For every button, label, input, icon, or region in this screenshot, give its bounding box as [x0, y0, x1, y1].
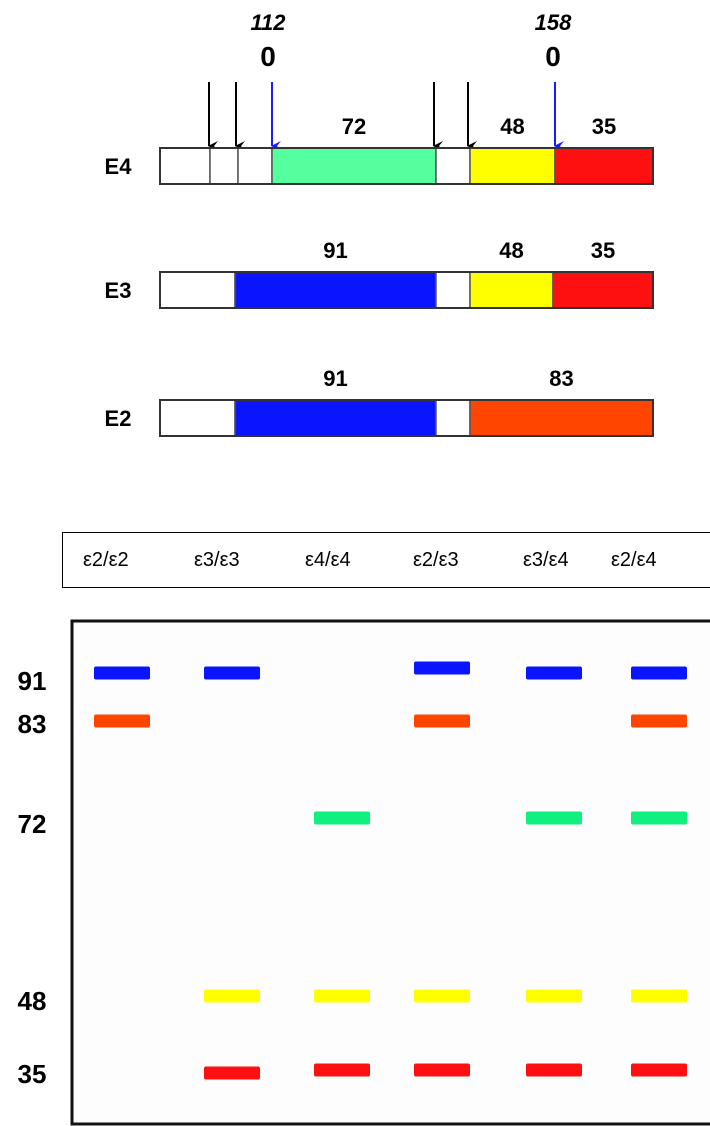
fragment-segment — [209, 147, 239, 185]
allele-row-e2: E2 91 83 — [105, 366, 654, 437]
allele-name: E2 — [105, 406, 132, 431]
gel-band-lane5-72 — [526, 811, 582, 825]
gel-band-lane5-35 — [526, 1063, 582, 1077]
gel-band-lane2-48 — [204, 989, 260, 1003]
fragment-segment — [435, 271, 471, 309]
gel-band-lane3-35 — [314, 1063, 370, 1077]
gel-band-lane4-83 — [414, 714, 470, 728]
site-158-label: 158 — [535, 10, 572, 35]
fragment-segment — [469, 399, 654, 437]
size-label-35: 35 — [18, 1059, 47, 1089]
gel-band-lane2-35 — [204, 1066, 260, 1080]
fragment-label: 35 — [592, 114, 616, 139]
fragment-segment — [554, 147, 654, 185]
site-112-label: 112 — [250, 10, 286, 35]
fragment-segment — [234, 271, 437, 309]
fragment-label: 72 — [342, 114, 366, 139]
allele-bar-outline — [159, 271, 654, 309]
size-label-91: 91 — [18, 666, 47, 696]
gel-band-lane2-91 — [204, 666, 260, 680]
size-label-72: 72 — [18, 809, 47, 839]
fragment-segment — [234, 399, 437, 437]
fragment-segment — [469, 271, 554, 309]
fragment-label: 35 — [591, 238, 615, 263]
allele-name: E3 — [105, 278, 132, 303]
fragment-label: 91 — [323, 238, 347, 263]
fragment-label: 48 — [499, 238, 523, 263]
allele-bar-outline — [159, 147, 654, 185]
gel-band-lane1-91 — [94, 666, 150, 680]
fragment-segment — [271, 147, 437, 185]
allele-bar-outline — [159, 399, 654, 437]
gel-band-lane4-48 — [414, 989, 470, 1003]
gel-band-lane4-35 — [414, 1063, 470, 1077]
site-158-glyph: 0 — [545, 41, 561, 72]
genotype-label: ε2/ε2 — [83, 549, 129, 571]
fragment-segment — [552, 271, 654, 309]
fragment-segment — [159, 399, 236, 437]
gel-band-lane6-48 — [631, 989, 687, 1003]
size-label-83: 83 — [18, 709, 47, 739]
fragment-segment — [159, 147, 211, 185]
allele-maps: E4 72 48 35 E3 91 48 35 E2 91 83 — [105, 114, 654, 437]
size-label-48: 48 — [18, 986, 47, 1016]
gel-band-lane6-35 — [631, 1063, 687, 1077]
genotype-label: ε2/ε4 — [611, 549, 657, 571]
fragment-segment — [435, 399, 471, 437]
allele-row-e4: E4 72 48 35 — [105, 114, 654, 185]
gel-band-lane5-91 — [526, 666, 582, 680]
fragment-segment — [237, 147, 273, 185]
gel-size-labels: 91 83 72 48 35 — [18, 666, 47, 1089]
site-112-glyph: 0 — [260, 41, 276, 72]
gel-band-lane6-83 — [631, 714, 687, 728]
fragment-label: 91 — [323, 366, 347, 391]
gel-band-lane1-83 — [94, 714, 150, 728]
genotype-label: ε2/ε3 — [413, 549, 459, 571]
fragment-label: 48 — [500, 114, 524, 139]
allele-name: E4 — [105, 154, 133, 179]
gel-band-lane6-91 — [631, 666, 687, 680]
fragment-label: 83 — [549, 366, 573, 391]
genotype-header: ε2/ε2 ε3/ε3 ε4/ε4 ε2/ε3 ε3/ε4 ε2/ε4 — [62, 532, 710, 588]
fragment-segment — [159, 271, 236, 309]
gel-frame — [70, 619, 710, 1126]
fragment-segment — [435, 147, 471, 185]
genotype-label: ε4/ε4 — [305, 549, 351, 571]
gel-band-lane4-91 — [414, 661, 470, 675]
genotype-label: ε3/ε3 — [194, 549, 240, 571]
genotype-label: ε3/ε4 — [523, 549, 569, 571]
gel-band-lane3-48 — [314, 989, 370, 1003]
gel-band-lane3-72 — [314, 811, 370, 825]
allele-row-e3: E3 91 48 35 — [105, 238, 654, 309]
fragment-segment — [469, 147, 556, 185]
gel-band-lane5-48 — [526, 989, 582, 1003]
gel-bands — [94, 661, 687, 1080]
gel-band-lane6-72 — [631, 811, 687, 825]
